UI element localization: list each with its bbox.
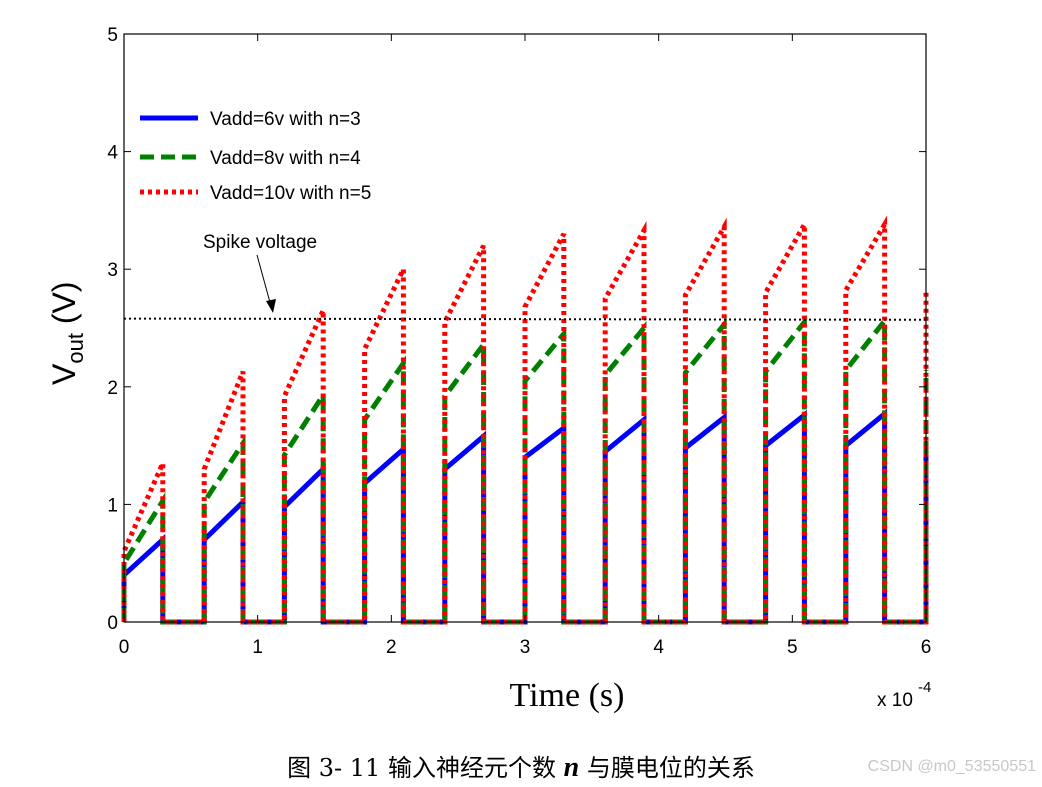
caption-suffix: 与膜电位的关系 [586, 754, 755, 782]
y-tick-label: 3 [107, 260, 118, 281]
x-tick-label: 3 [520, 637, 531, 658]
axis-ticks: 0 1 2 3 4 5 6 0 1 2 3 4 5 [107, 25, 931, 658]
y-label-main: V [46, 363, 82, 385]
series-line-3 [121, 215, 929, 625]
legend-label-series-3: Vadd=10v with n=5 [210, 183, 371, 204]
x-tick-label: 4 [653, 637, 664, 658]
y-axis-label: Vout (V) [46, 282, 88, 385]
watermark: CSDN @m0_53550551 [867, 758, 1036, 775]
x-tick-label: 2 [386, 637, 397, 658]
x-axis-label: Time (s) [510, 677, 625, 714]
x-axis-multiplier: x 10 -4 [877, 679, 931, 711]
x-multiplier-exponent: -4 [918, 679, 931, 696]
spike-voltage-label: Spike voltage [203, 232, 317, 253]
caption-variable: n [563, 752, 580, 783]
legend-label-series-1: Vadd=6v with n=3 [210, 109, 361, 130]
spike-voltage-line [123, 317, 927, 321]
x-tick-label: 0 [119, 637, 130, 658]
series-layer [121, 215, 929, 625]
x-tick-label: 5 [787, 637, 798, 658]
y-tick-label: 0 [107, 613, 118, 634]
annotation-arrow-head [266, 299, 276, 313]
y-tick-label: 2 [107, 378, 118, 399]
y-label-subscript: out [63, 333, 88, 364]
y-tick-label: 1 [107, 495, 118, 516]
x-tick-label: 6 [921, 637, 932, 658]
y-tick-label: 4 [107, 143, 118, 164]
y-tick-label: 5 [107, 25, 118, 46]
legend: Vadd=6v with n=3 Vadd=8v with n=4 Vadd=1… [140, 109, 371, 204]
x-multiplier-base: x 10 [877, 690, 913, 711]
annotation-arrow-shaft [256, 254, 272, 307]
caption-prefix: 图 3- 11 输入神经元个数 [287, 754, 556, 782]
legend-label-series-2: Vadd=8v with n=4 [210, 148, 361, 169]
figure-caption: 图 3- 11 输入神经元个数 n 与膜电位的关系 [0, 748, 1042, 784]
y-label-unit: (V) [46, 282, 82, 334]
x-tick-label: 1 [252, 637, 263, 658]
